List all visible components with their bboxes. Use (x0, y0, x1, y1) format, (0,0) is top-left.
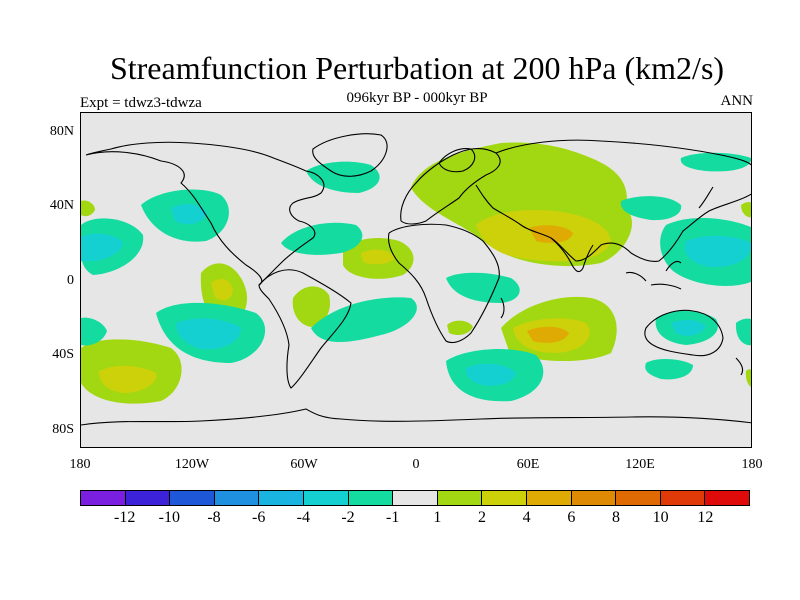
arctic-atlantic-negative-region (306, 161, 380, 193)
greenland-coastline (312, 133, 388, 177)
colorbar-label: -6 (251, 509, 266, 526)
colorbar-swatch (526, 491, 572, 505)
colorbar-swatch (705, 491, 749, 505)
southeast-edge-negative-region (735, 318, 751, 346)
south-america-coastline (258, 269, 352, 389)
x-tick-label: 120W (174, 457, 210, 472)
colorbar-label: 8 (612, 509, 620, 526)
map-title: Streamfunction Perturbation at 200 hPa (… (109, 50, 725, 86)
east-pacific-core-region (81, 233, 123, 262)
negative-anomaly-regions (81, 152, 751, 402)
colorbar-label: 12 (697, 509, 714, 526)
southern-africa-positive-region (447, 320, 473, 335)
y-tick-label: 80S (52, 422, 74, 437)
x-tick-label: 0 (412, 457, 420, 472)
coastlines (81, 133, 751, 426)
y-tick-label: 80N (49, 124, 74, 139)
west-edge-negative-region (81, 317, 107, 346)
japan-coastline (698, 186, 714, 209)
colorbar-label: 10 (652, 509, 669, 526)
colorbar-swatch (393, 491, 438, 505)
western-pacific-positive-region (741, 202, 751, 218)
south-indian-peak-region (527, 326, 569, 343)
colorbar-swatch (259, 491, 304, 505)
colorbar (80, 490, 750, 506)
australia-core-region (671, 319, 706, 336)
x-tick-label: 60E (516, 457, 540, 472)
colorbar-swatch (170, 491, 215, 505)
south-pacific-core-region (98, 365, 157, 393)
x-tick-label: 180 (69, 457, 91, 472)
map-subtitle: 096kyr BP - 000kyr BP (346, 90, 488, 106)
colorbar-swatch (125, 491, 171, 505)
colorbar-swatch (348, 491, 394, 505)
south-atlantic-negative-region (311, 297, 417, 343)
southeast-asia-islands (625, 260, 682, 290)
northeast-asia-negative-region (680, 152, 751, 172)
colorbar-label: -1 (385, 509, 400, 526)
scandinavia-coastline (438, 148, 476, 173)
europe-coastline (400, 147, 501, 225)
new-zealand-coastline (735, 357, 744, 376)
colorbar-label: 2 (478, 509, 486, 526)
tropical-pacific-core-region (211, 278, 233, 301)
east-asia-negative-region (620, 196, 682, 221)
x-tick-label: 60W (290, 457, 318, 472)
south-pacific-core-region (176, 318, 241, 350)
east-africa-negative-region (446, 272, 520, 303)
season-label: ANN (720, 93, 754, 109)
eastern-pacific-edge-region (81, 200, 95, 217)
y-tick-label: 40S (52, 347, 74, 362)
southern-ocean-core-region (465, 363, 516, 386)
north-america-coastline (85, 141, 325, 286)
colorbar-label: -2 (341, 509, 355, 526)
y-tick-label: 0 (67, 273, 74, 288)
colorbar-swatch (81, 491, 126, 505)
australia-coastline (644, 309, 724, 357)
south-america-positive-region (292, 286, 331, 327)
west-pacific-core-region (684, 235, 751, 268)
experiment-label: Expt = tdwz3-tdwza (80, 95, 202, 111)
map-canvas (81, 133, 751, 426)
tasman-negative-region (645, 359, 693, 380)
colorbar-swatch (660, 491, 706, 505)
colorbar-label: 6 (567, 509, 576, 526)
madagascar-coastline (500, 297, 505, 319)
colorbar-label: -4 (296, 509, 310, 526)
colorbar-label: 4 (522, 509, 531, 526)
india-coastline (550, 237, 594, 273)
eurasia-peak-region (529, 225, 573, 243)
atlantic-core-region (361, 249, 395, 265)
asia-coastline (475, 139, 751, 262)
colorbar-label: -8 (207, 509, 221, 526)
antarctica-coastline (81, 408, 751, 426)
colorbar-swatch (214, 491, 260, 505)
southeast-edge-region (745, 369, 751, 388)
africa-coastline (387, 223, 500, 344)
colorbar-swatch (571, 491, 617, 505)
colorbar-label: 1 (433, 509, 442, 526)
colorbar-label: -12 (113, 509, 136, 526)
colorbar-swatch (303, 491, 349, 505)
north-pacific-core-region (171, 203, 207, 225)
positive-anomaly-regions (81, 142, 751, 404)
x-tick-label: 120E (625, 457, 655, 472)
y-tick-label: 40N (49, 198, 74, 213)
colorbar-swatch (616, 491, 661, 505)
colorbar-swatch (437, 491, 483, 505)
colorbar-label: -10 (158, 509, 180, 526)
map-plot-area (80, 112, 752, 448)
x-tick-label: 180 (741, 457, 763, 472)
colorbar-swatch (482, 491, 527, 505)
